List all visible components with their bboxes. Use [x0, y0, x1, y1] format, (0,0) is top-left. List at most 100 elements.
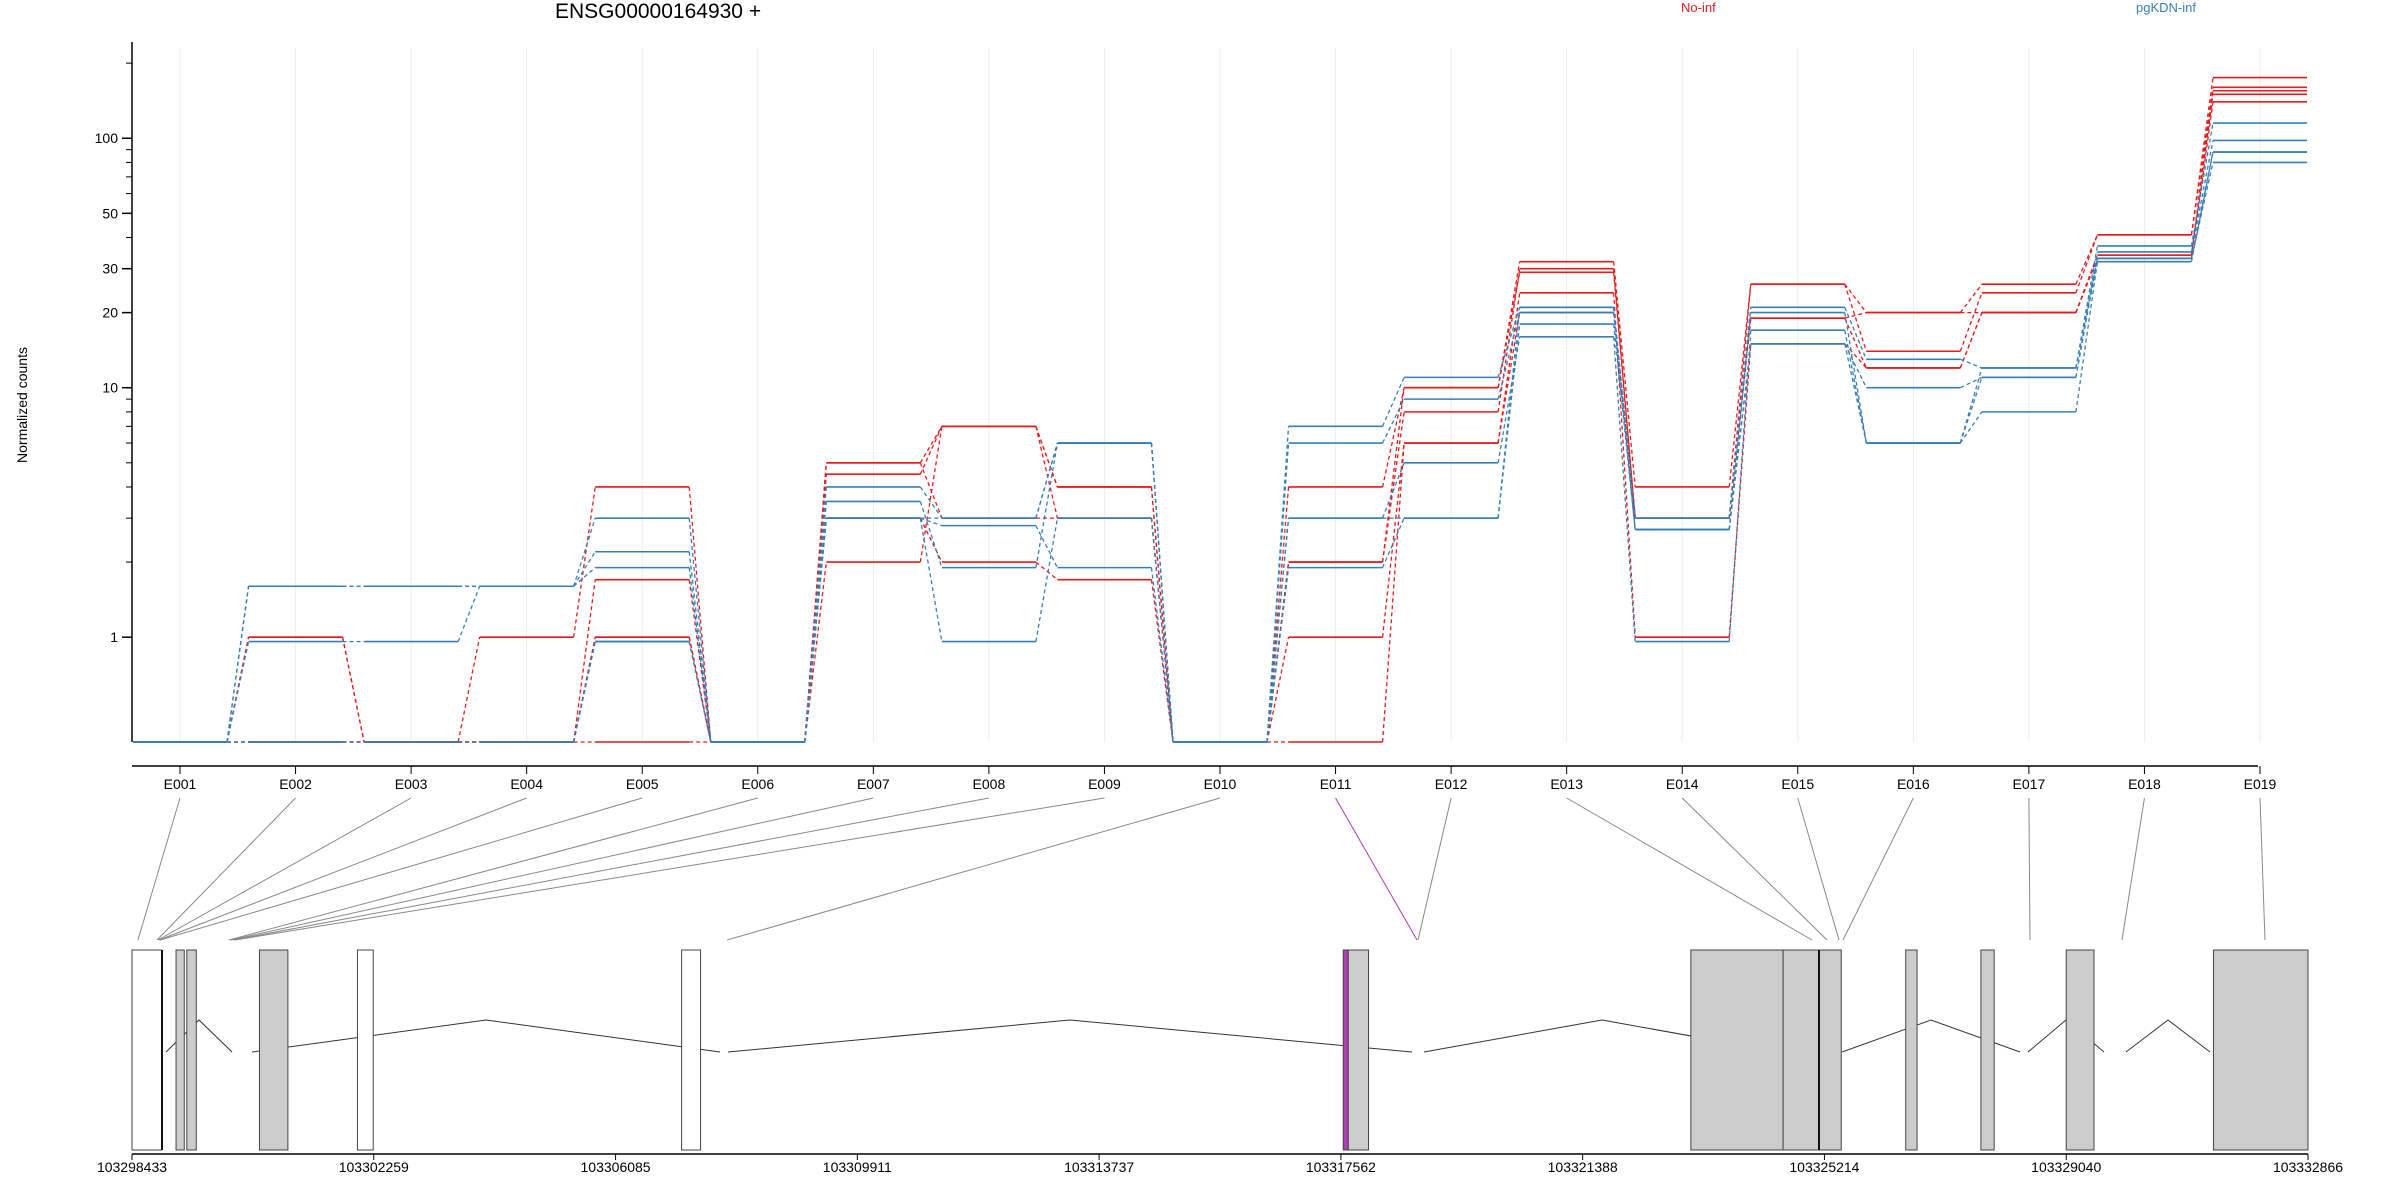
series-connector: [2190, 122, 2214, 247]
exon-block: [258, 949, 289, 1151]
x-tick-label: E007: [857, 776, 890, 792]
exon-block: [681, 949, 702, 1151]
y-tick-label: 30: [102, 261, 118, 277]
series-connector: [1960, 376, 1983, 389]
series-connector: [2075, 261, 2099, 412]
series-connector: [1035, 426, 1059, 519]
x-tick-label: E012: [1435, 776, 1468, 792]
exon-block: [175, 949, 185, 1151]
x-tick-label: E002: [279, 776, 312, 792]
chart-title: ENSG00000164930 +: [555, 0, 762, 23]
series-connector: [1728, 284, 1752, 488]
exon-block: [1690, 949, 1784, 1151]
exon-boundary-mark: [1818, 950, 1820, 1150]
genomic-tick-label: 103321388: [1548, 1159, 1618, 1175]
series-connector: [2075, 258, 2099, 369]
genomic-tick-label: 103332866: [2273, 1159, 2343, 1175]
series-connector: [1844, 283, 1867, 314]
x-tick-label: E004: [510, 776, 543, 792]
legend-entry-no-inf: No-inf: [1681, 0, 1716, 15]
exon-boundary-mark: [161, 950, 163, 1150]
intron-line: [2125, 1019, 2211, 1053]
x-tick-label: E017: [2013, 776, 2046, 792]
series-connector: [1381, 411, 1405, 563]
genomic-tick-label: 103313737: [1064, 1159, 1134, 1175]
genomic-tick-label: 103309911: [823, 1159, 892, 1175]
series-connector: [1497, 292, 1521, 444]
series-connector: [1035, 426, 1059, 488]
series-connector: [1381, 517, 1405, 568]
series-connector: [1959, 292, 1983, 352]
series-connector: [919, 426, 943, 475]
series-connector: [226, 641, 250, 743]
genomic-tick-label: 103329040: [2031, 1159, 2101, 1175]
series-connector: [919, 518, 943, 642]
exon-block: [1347, 949, 1370, 1151]
series-connector: [457, 637, 481, 743]
series-connector: [2190, 87, 2214, 256]
exon-connector-e001: [137, 797, 181, 941]
series-connector: [688, 579, 712, 743]
series-connector: [919, 486, 943, 519]
series-connector: [1844, 317, 1867, 369]
exon-connector-e013: [1566, 797, 1813, 941]
x-tick-label: E003: [395, 776, 428, 792]
series-connector: [1035, 518, 1059, 642]
genomic-tick-label: 103298433: [97, 1159, 167, 1175]
legend-entry-pgkdn-inf: pgKDN-inf: [2136, 0, 2196, 15]
x-tick-label: E001: [164, 776, 197, 792]
exon-connector-e014: [1681, 797, 1828, 941]
series-connector: [919, 426, 943, 464]
exon-connector-e012: [1417, 797, 1452, 941]
genomic-tick-label: 103306085: [581, 1159, 651, 1175]
series-connector: [1035, 561, 1058, 581]
series-connector: [804, 561, 827, 743]
x-tick-label: E008: [973, 776, 1006, 792]
series-connector: [457, 586, 481, 642]
x-tick-label: E015: [1781, 776, 1814, 792]
series-connector: [919, 426, 943, 563]
exon-block: [2065, 949, 2095, 1151]
series-connector: [688, 641, 712, 743]
y-tick-label: 20: [102, 305, 118, 321]
exon-block: [1905, 949, 1918, 1151]
series-connector: [226, 586, 250, 743]
series-connector: [1497, 307, 1521, 519]
series-connector: [573, 579, 596, 743]
series-connector: [1613, 336, 1636, 642]
exon-connector-e005: [159, 797, 643, 941]
series-connector: [1381, 462, 1405, 519]
series-connector: [1844, 343, 1867, 369]
series-connector: [1959, 377, 1983, 444]
series-connector: [1150, 579, 1174, 743]
series-connector: [2190, 151, 2214, 262]
series-connector: [2190, 77, 2214, 235]
y-tick-label: 100: [95, 130, 119, 146]
x-tick-label: E014: [1666, 776, 1699, 792]
series-connector: [1497, 323, 1521, 519]
exon-block: [356, 949, 374, 1151]
series-connector: [1381, 387, 1405, 488]
x-tick-label: E006: [741, 776, 774, 792]
series-connector: [1150, 443, 1174, 743]
x-tick-label: E019: [2244, 776, 2277, 792]
series-connector: [1613, 307, 1636, 530]
genomic-tick-label: 103317562: [1306, 1159, 1376, 1175]
series-connector: [1844, 330, 1867, 444]
exon-connector-e007: [230, 797, 874, 941]
series-connector: [573, 641, 596, 743]
series-connector: [1266, 426, 1290, 743]
x-tick-label: E010: [1204, 776, 1237, 792]
series-connector: [1960, 358, 1983, 369]
x-tick-label: E018: [2128, 776, 2161, 792]
series-connector: [1266, 637, 1290, 743]
series-connector: [1035, 442, 1059, 519]
series-connector: [1959, 312, 1983, 369]
series-connector: [804, 462, 827, 743]
exon-connector-e016: [1842, 797, 1914, 941]
series-connector: [920, 517, 943, 527]
exon-connector-e018: [2121, 797, 2145, 941]
series-connector: [1497, 307, 1521, 378]
series-connector: [1728, 307, 1752, 519]
